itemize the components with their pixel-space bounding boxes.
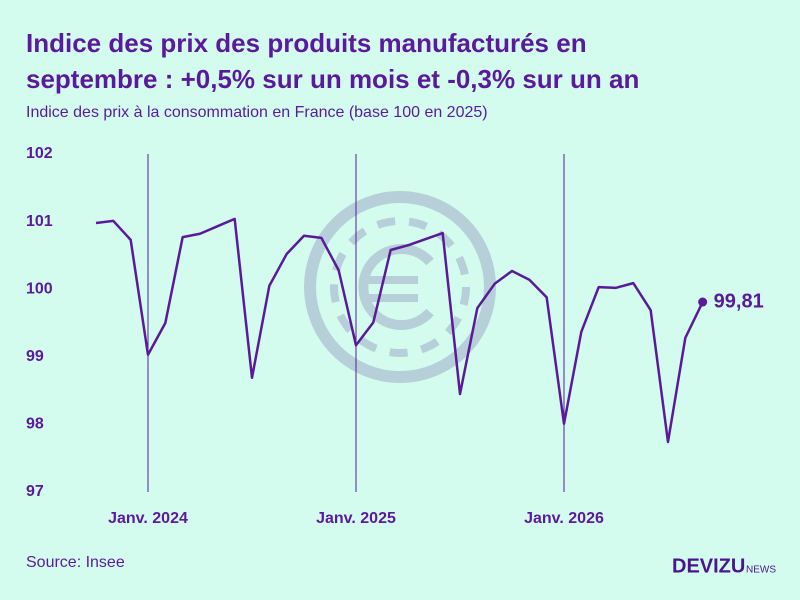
- chart-subtitle: Indice des prix à la consommation en Fra…: [26, 104, 488, 121]
- value-label: 99,81: [714, 290, 764, 312]
- x-tick-label: Janv. 2024: [108, 510, 188, 527]
- y-tick-label: 98: [26, 416, 44, 433]
- y-tick-label: 102: [26, 145, 53, 162]
- coin-watermark: [304, 191, 496, 383]
- logo: DEVIZU: [672, 555, 745, 577]
- end-point: [698, 297, 708, 307]
- source: Source: Insee: [26, 554, 125, 571]
- y-tick-label: 97: [26, 483, 44, 500]
- x-tick-label: Janv. 2026: [524, 510, 604, 527]
- line: [95, 217, 704, 444]
- logo-suffix: NEWS: [746, 565, 776, 576]
- y-tick-label: 101: [26, 213, 53, 230]
- chart-title: Indice des prix des produits manufacturé…: [26, 28, 587, 58]
- chart-title: septembre : +0,5% sur un mois et -0,3% s…: [26, 64, 639, 94]
- y-tick-label: 99: [26, 348, 44, 365]
- y-tick-label: 100: [26, 280, 53, 297]
- x-tick-label: Janv. 2025: [316, 510, 396, 527]
